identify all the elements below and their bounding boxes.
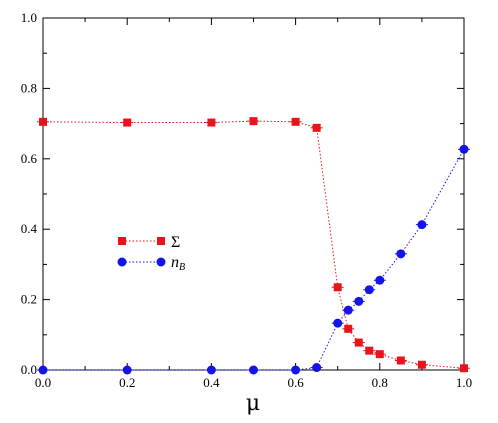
data-point-square — [291, 117, 300, 126]
x-tick-label: 0.2 — [119, 375, 135, 390]
data-point-circle — [312, 363, 322, 373]
x-axis-title: μ — [246, 391, 260, 416]
x-tick-label: 1.0 — [456, 375, 472, 390]
data-point-circle — [396, 249, 406, 259]
data-point-square — [460, 364, 468, 373]
data-point-square — [207, 118, 216, 127]
legend-label-nb-main: n — [171, 254, 179, 271]
x-tick-label: 0.6 — [287, 375, 304, 390]
legend-marker-nb — [156, 257, 166, 267]
data-point-square — [365, 346, 374, 355]
data-point-circle — [291, 365, 301, 375]
data-point-square — [39, 117, 47, 126]
legend-marker-nb — [117, 257, 127, 267]
data-point-square — [375, 350, 384, 359]
legend-label-nb: nB — [171, 254, 185, 273]
legend: Σ nB — [117, 234, 185, 273]
y-tick-label: 0.4 — [21, 221, 38, 236]
data-point-square — [344, 324, 353, 333]
data-point-square — [354, 338, 363, 347]
y-tick-label: 1.0 — [21, 10, 37, 25]
x-tick-label: 0.8 — [372, 375, 388, 390]
data-point-square — [249, 117, 258, 126]
data-point-circle — [206, 365, 216, 375]
legend-label-nb-subscript: B — [179, 262, 185, 273]
data-point-circle — [375, 275, 385, 285]
data-point-square — [123, 118, 132, 127]
legend-entry-nb: nB — [117, 254, 185, 273]
data-point-square — [312, 123, 321, 132]
data-point-circle — [333, 318, 343, 328]
x-axis-ticks: 0.0 0.2 0.4 0.6 0.8 1.0 — [35, 18, 472, 390]
legend-entry-sigma: Σ — [118, 234, 180, 251]
data-point-circle — [459, 144, 469, 154]
x-tick-label: 0.4 — [203, 375, 220, 390]
data-point-square — [417, 360, 426, 369]
legend-label-sigma: Σ — [171, 234, 180, 251]
data-point-circle — [417, 220, 427, 230]
data-point-circle — [364, 285, 374, 295]
series-line-1 — [43, 149, 465, 371]
x-tick-label: 0.0 — [35, 375, 51, 390]
y-tick-label: 0.8 — [21, 80, 37, 95]
legend-marker-sigma — [118, 237, 126, 245]
plot-frame — [42, 17, 465, 371]
data-point-circle — [354, 296, 364, 306]
data-point-circle — [249, 365, 258, 375]
data-point-square — [333, 283, 342, 292]
legend-marker-sigma — [157, 237, 165, 245]
data-point-circle — [122, 365, 132, 375]
series-line-0 — [42, 120, 465, 369]
data-point-circle — [38, 365, 48, 375]
series-layer — [37, 117, 470, 375]
data-point-square — [396, 356, 405, 365]
y-axis-ticks: 0.0 0.2 0.4 0.6 0.8 1.0 — [21, 10, 464, 377]
y-tick-label: 0.6 — [21, 151, 38, 166]
y-tick-label: 0.2 — [21, 292, 37, 307]
y-tick-label: 0.0 — [21, 362, 37, 377]
data-point-circle — [343, 305, 353, 315]
